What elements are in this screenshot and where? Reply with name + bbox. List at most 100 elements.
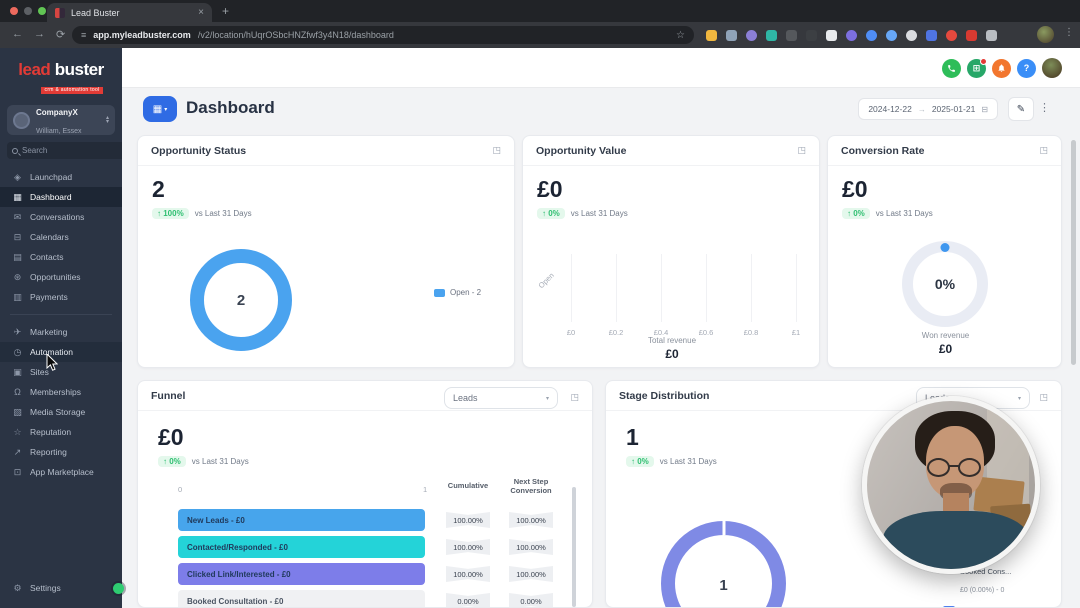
browser-profile-avatar[interactable] [1037, 26, 1054, 43]
sidebar-item-payments[interactable]: ▥ Payments [13, 291, 68, 303]
funnel-bar-clicked[interactable]: Clicked Link/Interested - £0 [178, 563, 425, 585]
webcam-overlay [862, 396, 1040, 574]
sidebar-item-opportunities[interactable]: ⊛ Opportunities [13, 271, 81, 283]
extension-icon-6[interactable] [806, 29, 817, 41]
forward-icon[interactable]: → [34, 28, 45, 40]
page-scrollbar[interactable] [1071, 140, 1076, 365]
extension-icon-2[interactable] [726, 29, 737, 41]
extension-icon-4[interactable] [766, 29, 777, 41]
x-tick: £0.6 [698, 328, 714, 337]
contacts-icon: ▤ [13, 251, 22, 262]
card-title: Conversion Rate [841, 144, 925, 157]
sidebar-item-media-storage[interactable]: ▧ Media Storage [13, 406, 86, 418]
extension-icon-11[interactable] [906, 29, 917, 41]
cumulative-value: 100.00% [446, 566, 490, 582]
expand-icon[interactable]: ◳ [492, 145, 501, 155]
phone-icon[interactable] [942, 58, 961, 78]
sidebar-item-sites[interactable]: ▣ Sites [13, 366, 49, 378]
help-icon[interactable]: ? [1017, 58, 1036, 78]
browser-tab-strip: Lead Buster × + [0, 0, 1080, 22]
address-bar[interactable]: ≡ app.myleadbuster.com /v2/location/hUqr… [72, 26, 694, 44]
alert-dot [980, 57, 987, 65]
delta-badge: ↑ 100% [152, 208, 189, 219]
sidebar-item-automation[interactable]: ◷ Automation [0, 342, 122, 362]
notification-dot[interactable] [113, 583, 124, 594]
legend-item: Open - 2 [434, 288, 481, 297]
dashboard-icon: ▦ [13, 191, 22, 202]
expand-icon[interactable]: ◳ [1039, 392, 1048, 402]
extension-icon-7[interactable] [826, 29, 837, 41]
sidebar-item-memberships[interactable]: Ω Memberships [0, 382, 122, 402]
dashboard-switcher-button[interactable]: ▦ ▾ [143, 96, 177, 122]
funnel-scrollbar[interactable] [572, 487, 576, 607]
chevron-down-icon: ▾ [164, 106, 168, 113]
extension-icon-14[interactable] [966, 29, 977, 41]
card-title: Funnel [151, 389, 186, 402]
sidebar-item-conversations[interactable]: ✉ Conversations [13, 211, 85, 223]
search-input[interactable] [22, 146, 132, 155]
logo-tagline: crm & automation tool [40, 87, 104, 94]
expand-icon[interactable]: ◳ [570, 392, 579, 402]
bookmark-star-icon[interactable]: ☆ [676, 29, 685, 41]
sidebar-item-app-marketplace[interactable]: ⊡ App Marketplace [13, 466, 94, 478]
x-tick: £0.2 [608, 328, 624, 337]
pencil-icon: ✎ [1016, 103, 1026, 115]
more-options-icon[interactable]: ⋮ [1039, 102, 1050, 114]
page-title: Dashboard [186, 98, 275, 117]
delta-badge: ↑ 0% [537, 208, 565, 219]
extension-icon-15[interactable] [986, 29, 997, 41]
app-marketplace-icon: ⊡ [13, 466, 22, 477]
funnel-filter-select[interactable]: Leads ▾ [444, 387, 558, 409]
extension-icon-1[interactable] [706, 29, 717, 41]
user-avatar[interactable] [1042, 58, 1062, 78]
sidebar: lead buster crm & automation tool Compan… [0, 48, 180, 608]
extension-icon-8[interactable] [846, 29, 857, 41]
date-range-picker[interactable]: 2024-12-22 → 2025-01-21 ⊟ [858, 98, 998, 120]
sidebar-item-contacts[interactable]: ▤ Contacts [13, 251, 64, 263]
payments-icon: ▥ [13, 291, 22, 302]
extension-icon-12[interactable] [926, 29, 937, 41]
window-minimize-button[interactable] [24, 7, 32, 15]
funnel-card: Funnel Leads ▾ ◳ £0 ↑ 0% vs Last 31 Days … [137, 380, 593, 608]
media-storage-icon: ▧ [13, 406, 22, 417]
sidebar-item-settings[interactable]: ⚙ Settings [13, 582, 61, 594]
expand-icon[interactable]: ◳ [1039, 145, 1048, 155]
delta-badge: ↑ 0% [158, 456, 186, 467]
opportunity-status-card: Opportunity Status ◳ 2 ↑ 100% vs Last 31… [137, 135, 515, 368]
tab-close-icon[interactable]: × [198, 7, 204, 18]
extension-icon-9[interactable] [866, 29, 877, 41]
affiliate-icon[interactable]: ⊞ [967, 57, 987, 78]
next-step-column-header: Next Step Conversion [510, 477, 552, 495]
chevron-down-icon: ▾ [545, 395, 549, 402]
window-close-button[interactable] [10, 7, 18, 15]
sidebar-item-reputation[interactable]: ☆ Reputation [13, 426, 72, 438]
company-name: CompanyX [36, 107, 78, 117]
sidebar-item-launchpad[interactable]: ◈ Launchpad [0, 167, 122, 187]
extension-icon-10[interactable] [886, 29, 897, 41]
sidebar-item-calendars[interactable]: ⊟ Calendars [13, 231, 69, 243]
person-shirt [883, 511, 1029, 569]
browser-tab[interactable]: Lead Buster × [47, 3, 212, 22]
extension-icon-5[interactable] [786, 29, 797, 41]
funnel-bar-new-leads[interactable]: New Leads - £0 [178, 509, 425, 531]
grid-icon: ▦ [152, 103, 163, 115]
extension-icon-3[interactable] [746, 29, 757, 41]
refresh-icon[interactable]: ⟳ [56, 29, 66, 41]
window-zoom-button[interactable] [38, 7, 46, 15]
browser-menu-icon[interactable]: ⋮ [1064, 27, 1074, 38]
sidebar-item-marketing[interactable]: ✈ Marketing [13, 326, 68, 338]
logo-word-lead: lead [18, 60, 51, 79]
opportunity-value-card: Opportunity Value ◳ £0 ↑ 0% vs Last 31 D… [522, 135, 820, 368]
sidebar-item-dashboard[interactable]: ▦ Dashboard [0, 187, 122, 207]
company-switcher[interactable]: CompanyX William, Essex ▴ ▾ [7, 105, 115, 135]
bell-icon[interactable] [992, 58, 1011, 78]
funnel-bar-contacted[interactable]: Contacted/Responded - £0 [178, 536, 425, 558]
expand-icon[interactable]: ◳ [797, 145, 806, 155]
edit-dashboard-button[interactable]: ✎ [1008, 97, 1034, 121]
new-tab-button[interactable]: + [222, 4, 230, 18]
extension-icon-13[interactable] [946, 29, 957, 41]
funnel-bar-booked[interactable]: Booked Consultation - £0 [178, 590, 425, 607]
site-settings-icon[interactable]: ≡ [81, 30, 87, 40]
sidebar-item-reporting[interactable]: ↗ Reporting [13, 446, 67, 458]
back-icon[interactable]: ← [12, 28, 23, 40]
